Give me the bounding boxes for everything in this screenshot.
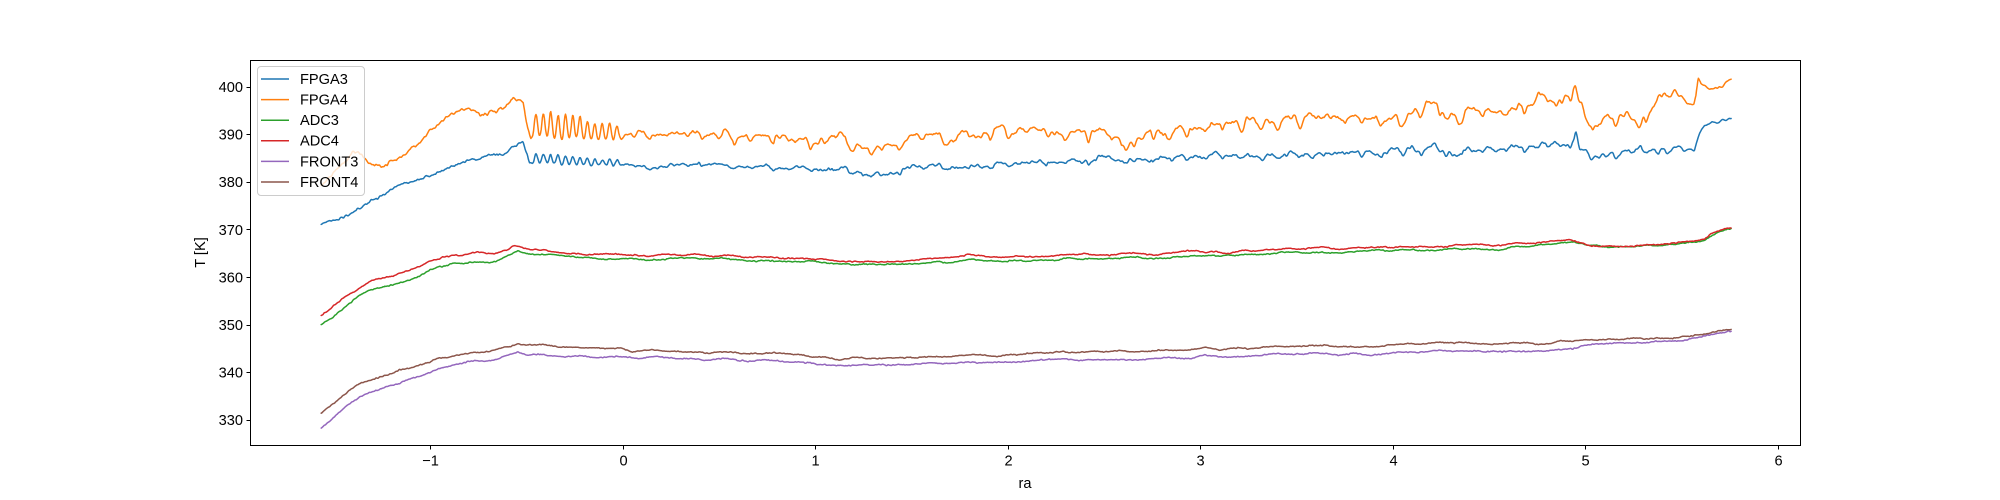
svg-text:5: 5 <box>1581 454 1589 470</box>
svg-text:FPGA4: FPGA4 <box>300 93 348 109</box>
svg-text:350: 350 <box>219 318 243 334</box>
svg-text:ADC3: ADC3 <box>300 113 339 129</box>
svg-text:340: 340 <box>219 365 243 381</box>
svg-text:FPGA3: FPGA3 <box>300 72 348 88</box>
svg-text:FRONT3: FRONT3 <box>300 154 358 170</box>
svg-text:FRONT4: FRONT4 <box>300 175 358 191</box>
svg-text:400: 400 <box>219 80 243 96</box>
svg-text:330: 330 <box>219 413 243 429</box>
svg-text:ra: ra <box>1019 476 1033 492</box>
svg-text:2: 2 <box>1004 454 1012 470</box>
svg-text:6: 6 <box>1774 454 1782 470</box>
svg-text:370: 370 <box>219 223 243 239</box>
svg-text:380: 380 <box>219 175 243 191</box>
svg-text:360: 360 <box>219 270 243 286</box>
svg-text:0: 0 <box>619 454 627 470</box>
svg-text:3: 3 <box>1196 454 1204 470</box>
svg-text:4: 4 <box>1389 454 1397 470</box>
svg-text:390: 390 <box>219 128 243 144</box>
svg-text:T [K]: T [K] <box>193 237 209 268</box>
svg-text:ADC4: ADC4 <box>300 134 339 150</box>
svg-text:−1: −1 <box>422 454 439 470</box>
svg-text:1: 1 <box>811 454 819 470</box>
